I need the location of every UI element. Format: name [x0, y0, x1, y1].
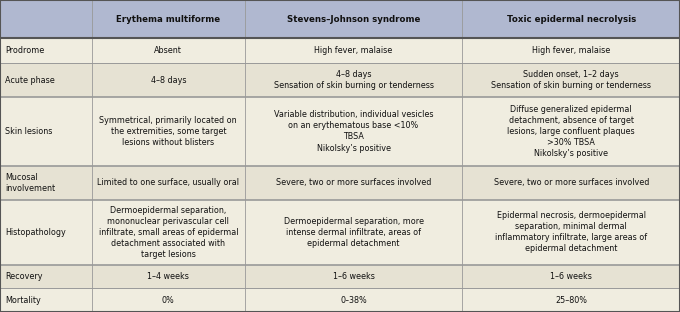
Text: Skin lesions: Skin lesions: [5, 127, 53, 136]
Text: Dermoepidermal separation,
mononuclear perivascular cell
infiltrate, small areas: Dermoepidermal separation, mononuclear p…: [99, 206, 238, 259]
Text: Dermoepidermal separation, more
intense dermal infiltrate, areas of
epidermal de: Dermoepidermal separation, more intense …: [284, 217, 424, 248]
Bar: [0, 166, 680, 200]
Text: Symmetrical, primarily located on
the extremities, some target
lesions without b: Symmetrical, primarily located on the ex…: [99, 116, 237, 147]
Bar: [0, 200, 680, 265]
Text: High fever, malaise: High fever, malaise: [314, 46, 393, 55]
Text: Severe, two or more surfaces involved: Severe, two or more surfaces involved: [494, 178, 649, 187]
Bar: [0, 38, 680, 63]
Bar: [0, 265, 680, 288]
Text: Mortality: Mortality: [5, 296, 41, 305]
Text: High fever, malaise: High fever, malaise: [532, 46, 611, 55]
Text: 1–6 weeks: 1–6 weeks: [333, 272, 375, 281]
Text: Limited to one surface, usually oral: Limited to one surface, usually oral: [97, 178, 239, 187]
Text: 1–6 weeks: 1–6 weeks: [550, 272, 592, 281]
Text: Severe, two or more surfaces involved: Severe, two or more surfaces involved: [276, 178, 431, 187]
Text: Sudden onset, 1–2 days
Sensation of skin burning or tenderness: Sudden onset, 1–2 days Sensation of skin…: [491, 70, 651, 90]
Text: Mucosal
involvement: Mucosal involvement: [5, 173, 56, 193]
Text: 0–38%: 0–38%: [340, 296, 367, 305]
Bar: [0, 0, 680, 38]
Text: Epidermal necrosis, dermoepidermal
separation, minimal dermal
inflammatory infil: Epidermal necrosis, dermoepidermal separ…: [495, 211, 647, 253]
Bar: [0, 63, 680, 97]
Text: 0%: 0%: [162, 296, 175, 305]
Bar: [0, 288, 680, 312]
Bar: [0, 97, 680, 166]
Text: Erythema multiforme: Erythema multiforme: [116, 15, 220, 24]
Text: 25–80%: 25–80%: [555, 296, 588, 305]
Text: Toxic epidermal necrolysis: Toxic epidermal necrolysis: [507, 15, 636, 24]
Text: Prodrome: Prodrome: [5, 46, 45, 55]
Text: 1–4 weeks: 1–4 weeks: [148, 272, 189, 281]
Text: Variable distribution, individual vesicles
on an erythematous base <10%
TBSA
Nik: Variable distribution, individual vesicl…: [274, 110, 433, 153]
Text: Histopathology: Histopathology: [5, 228, 66, 237]
Text: Acute phase: Acute phase: [5, 76, 55, 85]
Text: 4–8 days: 4–8 days: [150, 76, 186, 85]
Text: 4–8 days
Sensation of skin burning or tenderness: 4–8 days Sensation of skin burning or te…: [273, 70, 434, 90]
Text: Recovery: Recovery: [5, 272, 43, 281]
Text: Absent: Absent: [154, 46, 182, 55]
Text: Diffuse generalized epidermal
detachment, absence of target
lesions, large confl: Diffuse generalized epidermal detachment…: [507, 105, 635, 158]
Text: Stevens–Johnson syndrome: Stevens–Johnson syndrome: [287, 15, 420, 24]
